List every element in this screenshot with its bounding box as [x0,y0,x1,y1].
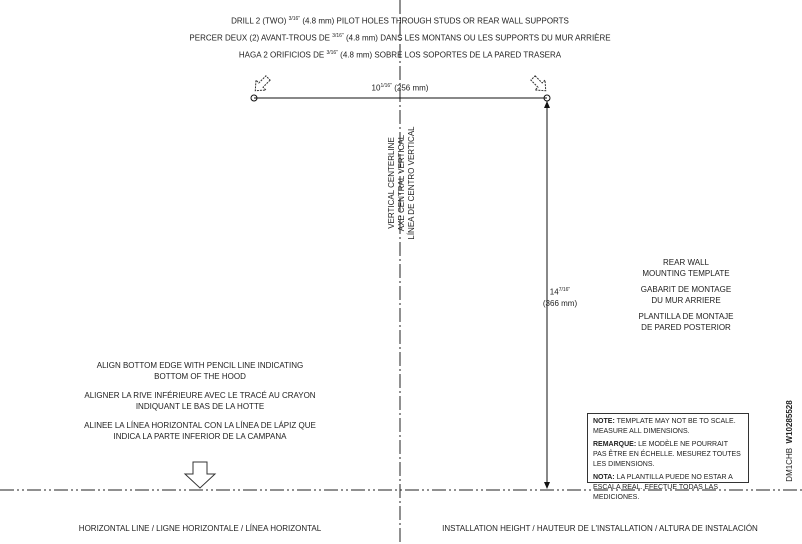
scale-note-box: NOTE: TEMPLATE MAY NOT BE TO SCALE. MEAS… [587,413,749,501]
centerline-label: VERTICAL CENTERLINE AXE CENTRAL VERTICAL… [387,121,417,245]
left-pilot-hole [250,94,258,102]
right-drill-arrow-icon [530,75,547,92]
left-drill-arrow-icon [254,75,271,92]
centerline-label-en: VERTICAL CENTERLINE [387,137,396,229]
align-fr: ALIGNER LA RIVE INFÉRIEURE AVEC LE TRACÉ… [84,391,316,411]
hole-spacing-label: 101/16" (256 mm) [371,83,429,93]
align-en: ALIGN BOTTOM EDGE WITH PENCIL LINE INDIC… [96,361,304,381]
title-en: REAR WALL MOUNTING TEMPLATE [642,258,730,278]
arrowhead-up-icon [544,101,550,108]
arrowhead-down-icon [544,482,550,489]
drill-instruction-es: HAGA 2 ORIFICIOS DE 3/16" (4.8 mm) SOBRE… [238,50,562,60]
title-fr: GABARIT DE MONTAGE DU MUR ARRIERE [640,285,732,305]
footer-horizontal-line-label: HORIZONTAL LINE / LIGNE HORIZONTALE / LÍ… [78,524,322,533]
centerline-label-es: LÍNEA DE CENTRO VERTICAL [407,126,416,240]
footer-install-height-label: INSTALLATION HEIGHT / HAUTEUR DE L'INSTA… [442,524,758,533]
part-code: DM1CHB W10285528 [785,400,794,482]
note-fr: REMARQUE: LE MODÈLE NE POURRAIT PAS ÊTRE… [593,441,741,468]
note-es: NOTA: LA PLANTILLA PUEDE NO ESTAR A ESCA… [593,474,733,501]
drill-instruction-fr: PERCER DEUX (2) AVANT-TROUS DE 3/16" (4.… [189,33,611,43]
drill-instruction-en: DRILL 2 (TWO) 3/16" (4.8 mm) PILOT HOLES… [231,16,569,26]
title-es: PLANTILLA DE MONTAJE DE PARED POSTERIOR [638,312,734,332]
title-block: REAR WALL MOUNTING TEMPLATE GABARIT DE MO… [639,257,734,333]
align-instructions: ALIGN BOTTOM EDGE WITH PENCIL LINE INDIC… [84,360,316,442]
note-en: NOTE: TEMPLATE MAY NOT BE TO SCALE. MEAS… [593,418,736,435]
down-arrow-icon [183,461,217,489]
install-height-label: 147/16" (366 mm) [542,287,578,308]
centerline-label-fr: AXE CENTRAL VERTICAL [397,134,406,232]
align-es: ALINEE LA LÍNEA HORIZONTAL CON LA LÍNEA … [84,421,316,441]
